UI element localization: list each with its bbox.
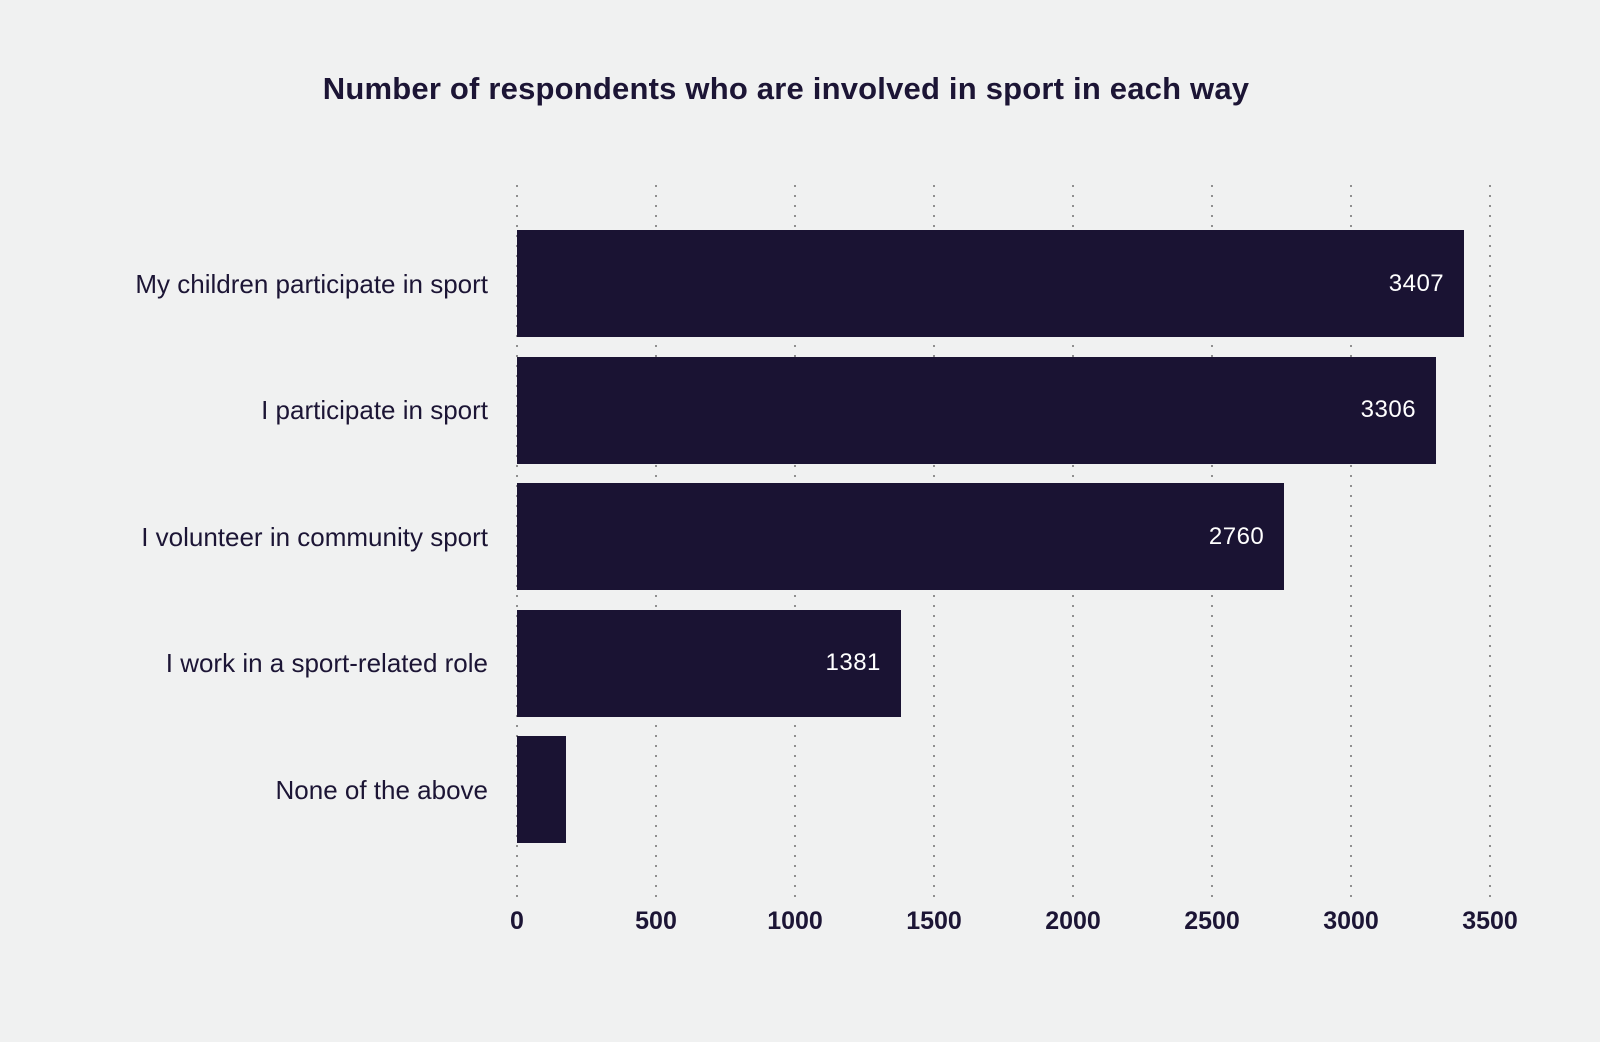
bar: 1381 [517,609,901,717]
bar-row: My children participate in sport 3407 [135,230,1490,337]
bar [517,736,566,843]
category-label: None of the above [275,774,489,805]
x-axis: 0 500 1000 1500 2000 2500 3000 3500 [510,897,1518,947]
bar-row: None of the above [276,736,1490,843]
bar-value-label: 2760 [1208,522,1265,550]
chart-title: Number of respondents who are involved i… [322,71,1250,106]
category-label: I work in a sport-related role [165,648,488,678]
bar: 2760 [517,483,1285,590]
x-tick-label: 2000 [1045,907,1101,935]
x-tick-label: 1000 [767,907,823,935]
x-tick-label: 0 [510,907,524,935]
gridline [1350,185,1352,897]
bar-value-label: 1381 [825,649,881,676]
x-tick-label: 1500 [906,907,962,935]
bar-value-label: 3306 [1360,396,1417,423]
category-label: My children participate in sport [135,268,488,299]
gridline [1489,185,1491,897]
bar-rows: My children participate in sport 3407 I pa… [135,185,1490,897]
category-label: I participate in sport [261,395,488,425]
x-tick-label: 2500 [1184,907,1240,935]
bar: 3407 [517,230,1465,337]
bar-row: I participate in sport 3306 [261,356,1490,464]
bar-value-label: 3407 [1388,269,1445,297]
category-label: I volunteer in community sport [141,521,488,552]
plot-area: My children participate in sport 3407 I pa… [135,185,1491,897]
bar: 3306 [517,356,1437,464]
x-tick-label: 3000 [1323,907,1379,935]
x-tick-label: 3500 [1462,907,1518,935]
x-tick-label: 500 [635,907,677,935]
bar-row: I volunteer in community sport 2760 [141,483,1490,590]
bar-row: I work in a sport-related role 1381 [166,609,1490,717]
